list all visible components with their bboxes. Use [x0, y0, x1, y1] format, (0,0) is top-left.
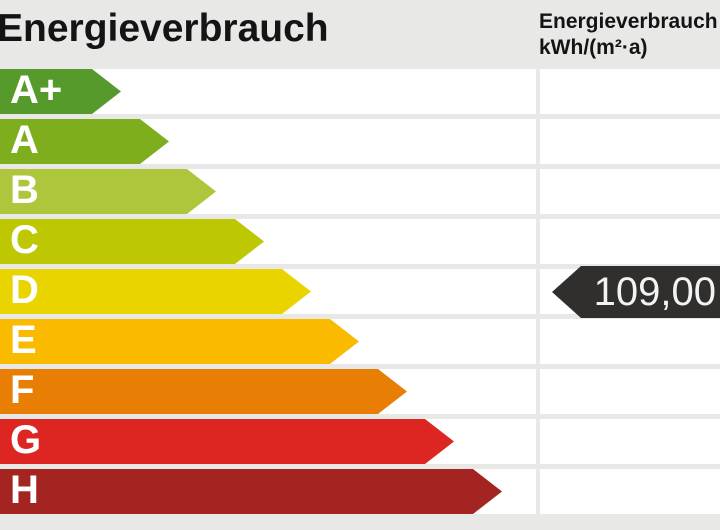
unit-label-line2: kWh/(m²·a) — [539, 36, 648, 59]
energy-class-arrow-a: A — [0, 119, 169, 164]
unit-label-line1: Energieverbrauch — [539, 10, 718, 33]
unit-label: Energieverbrauch kWh/(m²·a) — [539, 9, 718, 61]
energy-class-label: C — [10, 218, 39, 262]
energy-class-arrow-g: G — [0, 419, 454, 464]
energy-row-b: B — [0, 169, 720, 214]
value-pointer: 109,00 — [552, 266, 720, 318]
energy-class-label: H — [10, 468, 39, 512]
energy-row-a: A — [0, 119, 720, 164]
value-label: 109,00 — [593, 270, 716, 314]
energy-row-h: H — [0, 469, 720, 514]
energy-class-arrow-b: B — [0, 169, 216, 214]
energy-class-label: G — [10, 418, 42, 462]
energy-class-arrow-c: C — [0, 219, 264, 264]
energy-class-arrow-d: D — [0, 269, 311, 314]
energy-class-arrow-h: H — [0, 469, 502, 514]
energy-class-arrow-e: E — [0, 319, 359, 364]
energy-class-label: A — [10, 118, 39, 162]
energy-row-e: E — [0, 319, 720, 364]
energy-row-aplus: A+ — [0, 69, 720, 114]
energy-row-c: C — [0, 219, 720, 264]
energy-class-arrow-f: F — [0, 369, 407, 414]
energy-class-label: D — [10, 268, 39, 312]
energy-row-g: G — [0, 419, 720, 464]
energy-class-arrow-aplus: A+ — [0, 69, 121, 114]
energy-row-f: F — [0, 369, 720, 414]
energy-class-label: F — [10, 368, 35, 412]
energy-class-label: B — [10, 168, 39, 212]
page-title: Energieverbrauch — [0, 7, 329, 50]
energy-class-label: A+ — [10, 68, 63, 112]
column-divider — [536, 69, 540, 514]
energy-class-label: E — [10, 318, 37, 362]
